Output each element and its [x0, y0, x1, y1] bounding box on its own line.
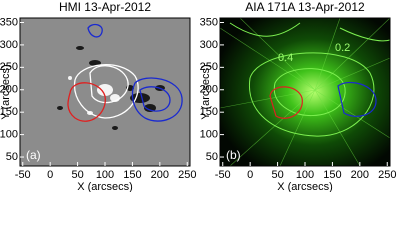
y-tick-label: 200 [200, 84, 218, 96]
y-tick-label: 250 [0, 61, 18, 73]
x-tick-label: 200 [151, 169, 169, 181]
figure: HMI 13-Apr-2012 -50 0 50 100 150 200 250 50 100 15… [0, 0, 396, 192]
x-tick-label: 100 [96, 169, 114, 181]
x-axis-label: X (arcsecs) [77, 181, 133, 192]
x-tick-label: -50 [215, 169, 231, 181]
x-tick-label: 250 [178, 169, 196, 181]
y-axis-label: Y (arcsecs) [200, 64, 212, 119]
euv-image [219, 17, 391, 167]
panel-label: (a) [26, 148, 41, 162]
x-tick-label: 150 [123, 169, 141, 181]
y-tick-label: 350 [0, 16, 18, 28]
y-tick-label: 250 [200, 61, 218, 73]
x-tick-label: 50 [71, 169, 83, 181]
y-tick-label: 300 [200, 39, 218, 51]
y-tick-label: 150 [200, 106, 218, 118]
x-axis-label: X (arcsecs) [277, 181, 333, 192]
x-tick-label: 0 [247, 169, 253, 181]
y-tick-label: 100 [0, 129, 18, 141]
contour-label: 0.2 [335, 42, 350, 54]
x-tick-label: 200 [351, 169, 369, 181]
y-tick-label: 150 [0, 106, 18, 118]
x-tick-label: 50 [271, 169, 283, 181]
contour-label: 0.4 [278, 52, 293, 64]
y-axis-label: Y (arcsecs) [0, 64, 12, 119]
x-tick-label: 0 [47, 169, 53, 181]
x-tick-label: 150 [323, 169, 341, 181]
y-tick-label: 300 [0, 39, 18, 51]
panel-title: HMI 13-Apr-2012 [59, 0, 151, 14]
x-tick-label: -50 [15, 169, 31, 181]
x-tick-label: 250 [378, 169, 396, 181]
y-tick-label: 350 [200, 16, 218, 28]
magnetogram-image [20, 18, 190, 166]
panel-title: AIA 171A 13-Apr-2012 [245, 0, 365, 14]
y-tick-label: 50 [6, 151, 18, 163]
y-tick-label: 200 [0, 84, 18, 96]
panel-label: (b) [226, 148, 241, 162]
x-tick-label: 100 [296, 169, 314, 181]
y-tick-label: 50 [206, 151, 218, 163]
y-tick-label: 100 [200, 129, 218, 141]
